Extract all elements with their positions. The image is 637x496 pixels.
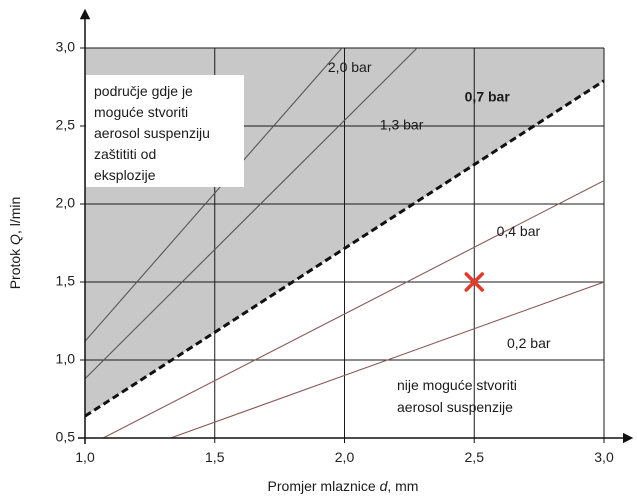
series-label-1-3-bar: 1,3 bar <box>380 117 424 133</box>
y-tick-labels: 0,5 1,0 1,5 2,0 2,5 3,0 <box>56 39 85 445</box>
y-axis-title-variable: Q <box>7 234 23 245</box>
series-line-0-4-bar <box>102 180 604 438</box>
x-axis-title-unit: , mm <box>387 478 418 494</box>
y-tick-label: 1,5 <box>56 273 76 289</box>
y-tick-label: 0,5 <box>56 429 76 445</box>
series-line-1-3-bar <box>85 48 418 380</box>
x-axis-title: Promjer mlaznice d, mm <box>268 478 419 494</box>
series-label-0-7-bar: 0,7 bar <box>465 89 511 105</box>
upper-region-label-line-1: područje gdje je <box>94 83 193 99</box>
y-tick-label: 1,0 <box>56 351 76 367</box>
marker-stroke <box>464 272 484 292</box>
upper-region-label-line-2: moguće stvoriti <box>94 104 188 120</box>
y-axis-title: Protok Q, l/min <box>7 197 23 290</box>
upper-region-label: područje gdje je moguće stvoriti aerosol… <box>86 75 244 187</box>
lower-region-label-line-1: nije moguće stvoriti <box>397 377 517 393</box>
series-line-0-2-bar <box>170 281 604 438</box>
lower-region-label: nije moguće stvoriti aerosol suspenzije <box>397 377 517 415</box>
operating-point-marker <box>464 272 484 292</box>
lower-region-label-line-2: aerosol suspenzije <box>397 399 513 415</box>
series-lines <box>85 48 604 438</box>
series-labels: 2,0 bar 1,3 bar 0,7 bar 0,4 bar 0,2 bar <box>328 59 551 351</box>
upper-region-label-line-4: zaštititi od <box>94 146 156 162</box>
y-tick-label: 2,0 <box>56 195 76 211</box>
x-tick-labels: 1,0 1,5 2,0 2,5 3,0 <box>75 438 614 465</box>
axes <box>78 8 634 444</box>
x-tick-label: 2,0 <box>335 449 355 465</box>
upper-region-label-line-3: aerosol suspenziju <box>94 125 210 141</box>
x-axis-title-variable: d <box>380 478 389 494</box>
x-tick-label: 1,0 <box>75 449 95 465</box>
x-tick-label: 3,0 <box>594 449 614 465</box>
y-tick-label: 2,5 <box>56 117 76 133</box>
upper-region-label-background <box>86 75 244 187</box>
series-label-0-4-bar: 0,4 bar <box>497 223 541 239</box>
x-tick-label: 1,5 <box>205 449 225 465</box>
y-axis-title-prefix: Protok <box>7 245 23 289</box>
series-label-2-0-bar: 2,0 bar <box>328 59 372 75</box>
series-line-0-7-bar <box>85 79 604 418</box>
y-axis-title-unit: , l/min <box>7 197 23 234</box>
x-tick-label: 2,5 <box>465 449 485 465</box>
upper-region-label-line-5: eksplozije <box>94 167 156 183</box>
series-line-2-0-bar <box>85 48 343 342</box>
x-axis-title-prefix: Promjer mlaznice <box>268 478 380 494</box>
series-label-0-2-bar: 0,2 bar <box>507 335 551 351</box>
y-tick-label: 3,0 <box>56 39 76 55</box>
